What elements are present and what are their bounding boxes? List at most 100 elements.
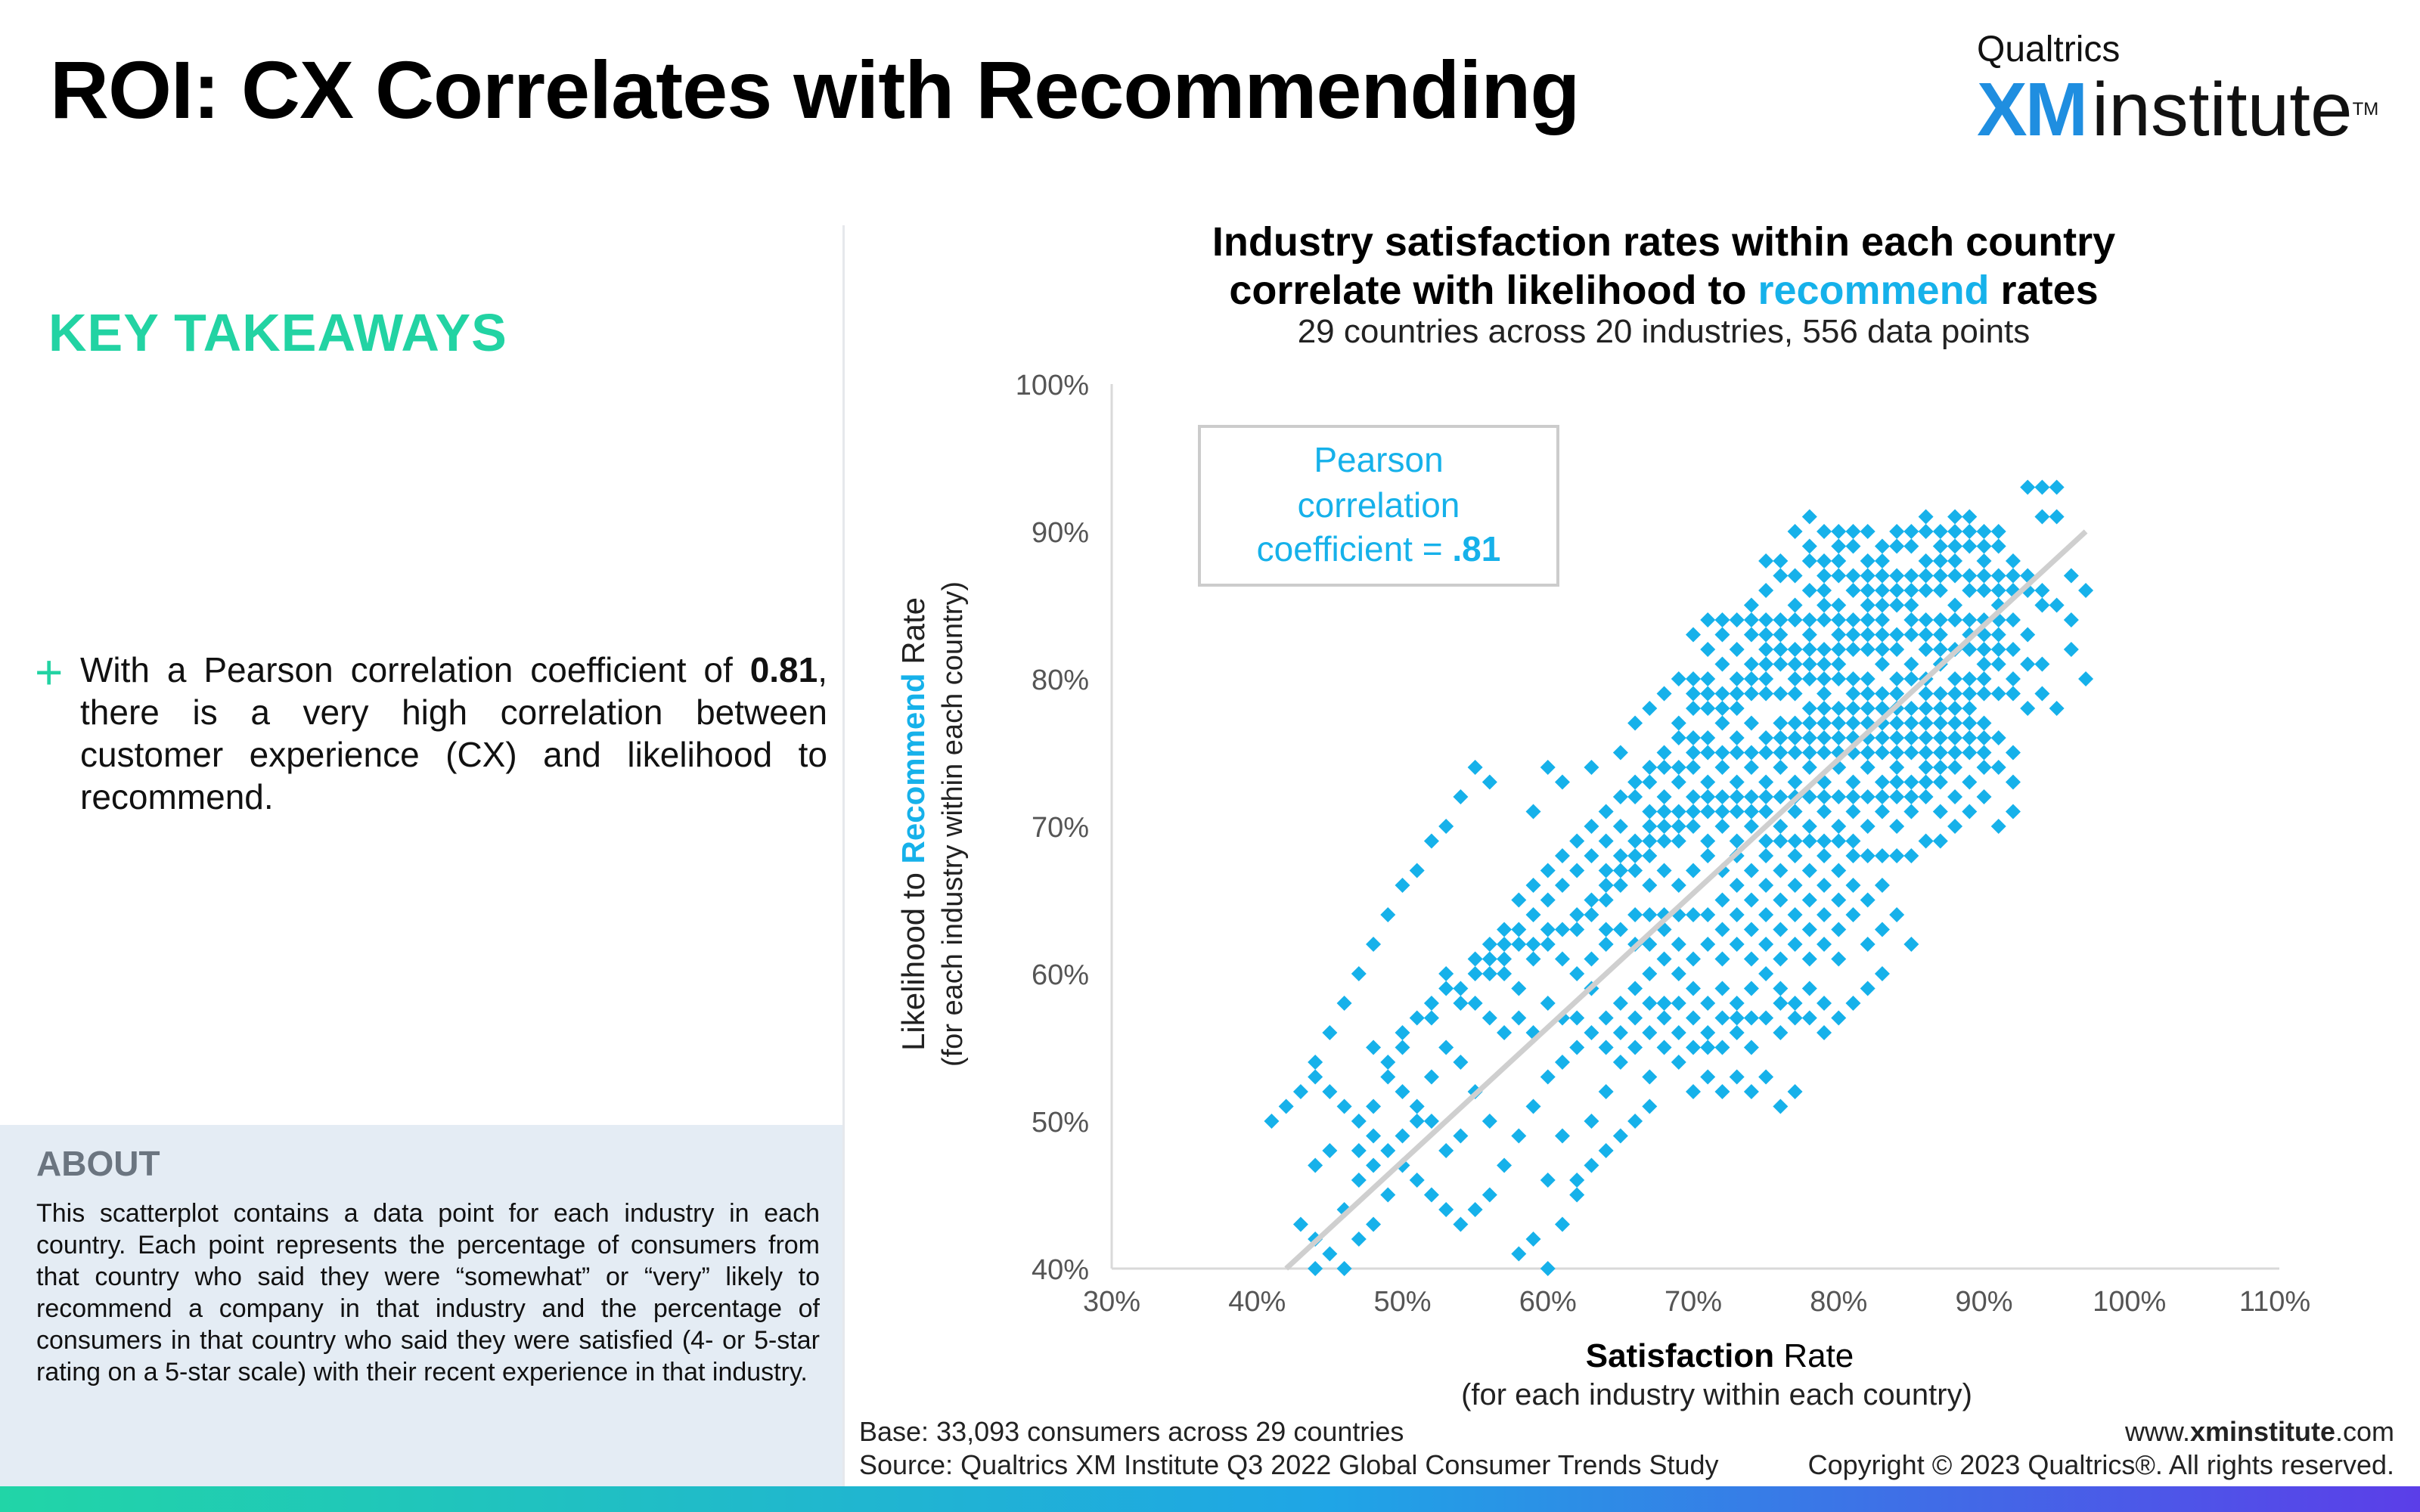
data-point [1903,538,1919,554]
data-point [1743,892,1759,908]
data-point [1817,671,1832,686]
data-point [1758,686,1774,702]
data-point [1903,568,1919,584]
data-point [1787,1084,1803,1099]
data-point [1787,907,1803,922]
data-point [1773,730,1789,745]
data-point [1395,1025,1410,1040]
data-point [1554,1055,1570,1070]
data-point [2049,509,2065,525]
data-point [1817,878,1832,893]
data-point [1773,745,1789,761]
y-tick-label: 60% [1032,959,1089,991]
xm-institute-logo: Qualtrics XMinstituteTM [1977,29,2378,151]
data-point [1976,671,1992,686]
data-point [1845,907,1861,922]
data-point [1990,730,2006,745]
data-point [1932,642,1948,657]
data-point [1714,922,1730,937]
data-point [1671,833,1686,849]
data-point [1423,1114,1439,1129]
data-point [1656,996,1672,1011]
data-point [1700,996,1716,1011]
data-point [1889,538,1905,554]
data-point [1889,745,1905,761]
data-point [1627,863,1643,878]
data-point [1366,937,1382,952]
data-point [1612,789,1628,804]
data-point [1525,1232,1541,1247]
data-point [1700,774,1716,790]
y-axis-sublabel: (for each industry within each country) [937,581,969,1067]
data-point [1817,848,1832,863]
data-point [1380,1143,1396,1158]
data-point [1642,1098,1658,1114]
data-point [1729,1025,1745,1040]
data-point [1874,583,1890,598]
data-point [1438,1202,1454,1217]
data-point [1584,848,1599,863]
data-point [1962,686,1978,702]
data-point [1714,701,1730,716]
data-point [1584,760,1599,775]
data-point [1423,1069,1439,1085]
data-point [2063,612,2079,627]
data-point [1714,1084,1730,1099]
data-point [1438,981,1454,996]
data-point [1932,745,1948,761]
data-point [1686,686,1701,702]
data-point [1540,760,1556,775]
data-point [1874,966,1890,981]
data-point [1831,1010,1847,1026]
data-point [1990,760,2006,775]
data-point [1773,553,1789,569]
data-point [1714,627,1730,643]
data-point [1497,922,1512,937]
data-point [1831,951,1847,967]
data-point [1817,583,1832,598]
data-point [1758,907,1774,922]
data-point [1729,774,1745,790]
data-point [1889,819,1905,834]
data-point [1743,671,1759,686]
data-point [1700,1040,1716,1055]
data-point [1525,951,1541,967]
data-point [1700,907,1716,922]
y-tick-label: 90% [1032,517,1089,549]
data-point [1947,730,1963,745]
data-point [1932,701,1948,716]
data-point [1642,848,1658,863]
data-point [1686,981,1701,996]
data-point [1947,612,1963,627]
data-point [1773,612,1789,627]
website-link[interactable]: www.xminstitute.com [1808,1415,2394,1448]
data-point [1801,612,1817,627]
data-point [2020,656,2036,672]
data-point [1540,922,1556,937]
data-point [1845,848,1861,863]
data-point [1467,996,1483,1011]
data-point [1831,819,1847,834]
data-point [1627,833,1643,849]
data-point [1889,774,1905,790]
data-point [1874,745,1890,761]
data-point [1831,642,1847,657]
data-point [1758,1010,1774,1026]
data-point [1700,1069,1716,1085]
x-tick-label: 30% [1083,1286,1140,1318]
data-point [1380,1055,1396,1070]
data-point [1758,642,1774,657]
data-point [1322,1143,1338,1158]
data-point [1932,804,1948,820]
data-point [1903,627,1919,643]
data-point [1918,789,1934,804]
data-point [1801,553,1817,569]
data-point [1773,760,1789,775]
data-point [1671,996,1686,1011]
data-point [1787,656,1803,672]
data-point [1962,568,1978,584]
data-point [1714,745,1730,761]
data-point [1831,568,1847,584]
data-point [1525,878,1541,893]
data-point [1874,878,1890,893]
